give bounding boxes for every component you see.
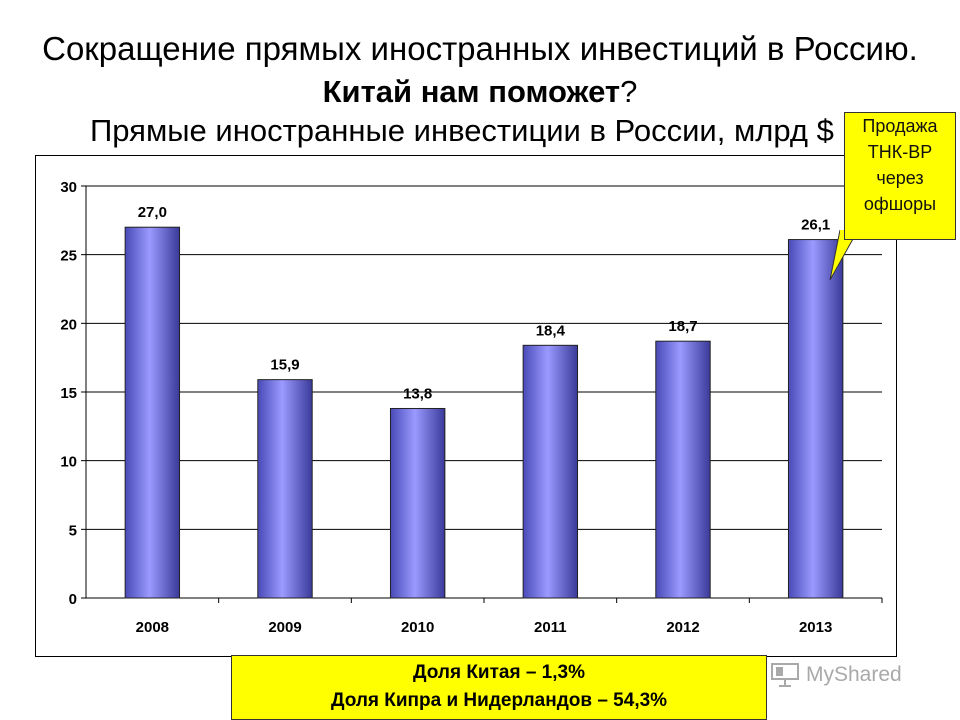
callout-line: Продажа <box>862 116 938 136</box>
data-label: 18,7 <box>668 318 697 335</box>
chart-title: Прямые иностранные инвестиции в России, … <box>90 113 834 148</box>
watermark-text: MyShared <box>806 663 902 686</box>
chart-frame: 0 5 10 15 20 25 30 27,0 2008 15,9 2009 13,8 2010 18,4… <box>35 155 897 657</box>
y-tick-label: 25 <box>60 248 77 265</box>
watermark: MyShared <box>770 662 902 688</box>
y-tick-label: 5 <box>69 522 77 539</box>
x-tick-label: 2009 <box>268 619 301 636</box>
info-cyprus-netherlands-share: Доля Кипра и Нидерландов – 54,3% <box>330 690 668 711</box>
info-china-share: Доля Китая – 1,3% <box>412 662 585 683</box>
data-label: 18,4 <box>536 322 566 339</box>
bar <box>787 239 844 599</box>
y-tick-label: 30 <box>60 179 77 196</box>
x-tick-label: 2008 <box>136 619 169 636</box>
bar <box>389 407 446 599</box>
y-tick-label: 20 <box>60 316 77 333</box>
bar-chart: 0 5 10 15 20 25 30 27,0 2008 15,9 2009 13,8 2010 18,4… <box>60 179 883 636</box>
callout-line: ТНК-ВР <box>867 142 933 162</box>
callout-box: Продажа ТНК-ВР через офшоры <box>844 112 956 240</box>
info-box: Доля Китая – 1,3% Доля Кипра и Нидерланд… <box>231 655 767 720</box>
subtitle-tail: ? <box>620 74 638 109</box>
bar <box>655 340 711 599</box>
y-tick-label: 0 <box>69 591 77 608</box>
subtitle-bold: Китай нам поможет <box>322 74 621 109</box>
bar <box>124 226 181 599</box>
page-subtitle: Китай нам поможет? <box>0 74 960 110</box>
presentation-icon <box>771 663 799 687</box>
bar <box>522 344 579 599</box>
y-tick-label: 10 <box>60 454 77 471</box>
data-label: 13,8 <box>403 385 432 402</box>
page-title: Сокращение прямых иностранных инвестиций… <box>42 30 918 67</box>
y-tick-label: 15 <box>60 385 77 402</box>
x-tick-label: 2013 <box>799 619 832 636</box>
callout-line: через <box>876 168 924 188</box>
x-tick-label: 2012 <box>666 619 699 636</box>
data-label: 27,0 <box>138 204 167 221</box>
data-label: 15,9 <box>270 357 299 374</box>
data-label: 26,1 <box>801 217 830 234</box>
bar <box>257 379 313 599</box>
x-tick-label: 2011 <box>534 619 567 636</box>
x-tick-label: 2010 <box>401 619 434 636</box>
callout-line: офшоры <box>863 194 937 214</box>
